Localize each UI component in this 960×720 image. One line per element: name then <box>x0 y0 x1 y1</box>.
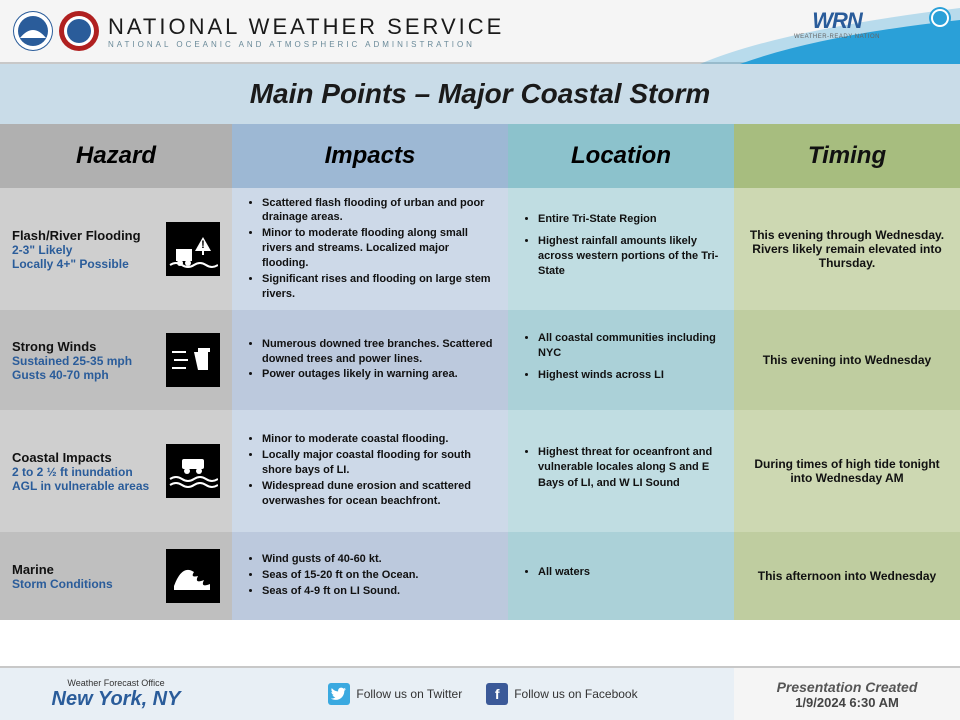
twitter-label: Follow us on Twitter <box>356 687 462 701</box>
hazard-detail: Sustained 25-35 mphGusts 40-70 mph <box>12 354 158 382</box>
impacts-cell: Minor to moderate coastal flooding.Local… <box>232 410 508 532</box>
svg-text:!: ! <box>201 239 205 251</box>
location-cell: All coastal communities including NYC Hig… <box>508 310 734 410</box>
hazard-name: Coastal Impacts <box>12 450 158 465</box>
impacts-cell: Numerous downed tree branches. Scattered… <box>232 310 508 410</box>
timing-cell: During times of high tide tonight into W… <box>734 410 960 532</box>
nws-logo-icon <box>58 10 100 52</box>
location-item: Highest rainfall amounts likely across w… <box>538 234 722 280</box>
impact-item: Scattered flash flooding of urban and po… <box>262 196 496 226</box>
footer-social: Follow us on Twitter f Follow us on Face… <box>232 683 734 705</box>
location-item: All coastal communities including NYC <box>538 331 722 362</box>
timing-cell: This afternoon into Wednesday <box>734 532 960 620</box>
slide-title: Main Points – Major Coastal Storm <box>0 78 960 110</box>
office-label: Weather Forecast Office <box>0 678 232 688</box>
location-item: Highest threat for oceanfront and vulner… <box>538 445 722 491</box>
hazard-icon: ! <box>166 222 220 276</box>
page-header: NATIONAL WEATHER SERVICE NATIONAL OCEANI… <box>0 0 960 64</box>
impact-item: Widespread dune erosion and scattered ov… <box>262 479 496 509</box>
col-header-hazard: Hazard <box>0 124 232 188</box>
hazard-cell: Marine Storm Conditions <box>0 532 232 620</box>
hazard-cell: Strong Winds Sustained 25-35 mphGusts 40… <box>0 310 232 410</box>
agency-title: NATIONAL WEATHER SERVICE <box>108 14 504 40</box>
hazard-detail: 2-3" LikelyLocally 4+" Possible <box>12 243 158 271</box>
hazard-name: Flash/River Flooding <box>12 228 158 243</box>
location-cell: All waters <box>508 532 734 620</box>
impact-item: Seas of 15-20 ft on the Ocean. <box>262 568 496 583</box>
page-footer: Weather Forecast Office New York, NY Fol… <box>0 666 960 720</box>
location-cell: Entire Tri-State Region Highest rainfall … <box>508 188 734 310</box>
impacts-cell: Scattered flash flooding of urban and po… <box>232 188 508 310</box>
hazard-name: Strong Winds <box>12 339 158 354</box>
impact-item: Wind gusts of 40-60 kt. <box>262 552 496 567</box>
impact-item: Locally major coastal flooding for south… <box>262 448 496 478</box>
agency-subtitle: NATIONAL OCEANIC AND ATMOSPHERIC ADMINIS… <box>108 40 504 49</box>
hazard-name: Marine <box>12 562 158 577</box>
twitter-icon <box>328 683 350 705</box>
timing-cell: This evening into Wednesday <box>734 310 960 410</box>
noaa-logo-icon <box>12 10 54 52</box>
hazard-cell: Flash/River Flooding 2-3" LikelyLocally … <box>0 188 232 310</box>
col-header-impacts: Impacts <box>232 124 508 188</box>
impact-item: Minor to moderate flooding along small r… <box>262 226 496 271</box>
impact-item: Numerous downed tree branches. Scattered… <box>262 337 496 367</box>
presentation-timestamp: 1/9/2024 6:30 AM <box>734 695 960 710</box>
table-row: Coastal Impacts 2 to 2 ½ ft inundation A… <box>0 410 960 532</box>
col-header-timing: Timing <box>734 124 960 188</box>
twitter-link[interactable]: Follow us on Twitter <box>328 683 462 705</box>
table-row: Strong Winds Sustained 25-35 mphGusts 40… <box>0 310 960 410</box>
footer-timestamp: Presentation Created 1/9/2024 6:30 AM <box>734 668 960 720</box>
facebook-icon: f <box>486 683 508 705</box>
impacts-cell: Wind gusts of 40-60 kt.Seas of 15-20 ft … <box>232 532 508 620</box>
table-header-row: Hazard Impacts Location Timing <box>0 124 960 188</box>
hazard-detail: 2 to 2 ½ ft inundation AGL in vulnerable… <box>12 465 158 493</box>
hazard-icon <box>166 549 220 603</box>
location-item: Entire Tri-State Region <box>538 212 722 227</box>
impact-item: Significant rises and flooding on large … <box>262 272 496 302</box>
location-item: All waters <box>538 565 722 580</box>
table-row: Flash/River Flooding 2-3" LikelyLocally … <box>0 188 960 310</box>
impact-item: Seas of 4-9 ft on LI Sound. <box>262 584 496 599</box>
col-header-location: Location <box>508 124 734 188</box>
presentation-label: Presentation Created <box>734 679 960 695</box>
impact-item: Power outages likely in warning area. <box>262 367 496 382</box>
office-location: New York, NY <box>0 688 232 711</box>
hazard-icon <box>166 333 220 387</box>
hazard-icon <box>166 444 220 498</box>
impact-item: Minor to moderate coastal flooding. <box>262 432 496 447</box>
hazard-cell: Coastal Impacts 2 to 2 ½ ft inundation A… <box>0 410 232 532</box>
location-item: Highest winds across LI <box>538 368 722 383</box>
slide-title-bar: Main Points – Major Coastal Storm <box>0 64 960 124</box>
facebook-label: Follow us on Facebook <box>514 687 637 701</box>
agency-logos <box>12 10 100 52</box>
footer-office: Weather Forecast Office New York, NY <box>0 678 232 711</box>
hazard-detail: Storm Conditions <box>12 577 158 591</box>
wrn-logo: WRN WEATHER-READY NATION <box>794 8 880 40</box>
header-title-block: NATIONAL WEATHER SERVICE NATIONAL OCEANI… <box>108 14 504 49</box>
facebook-link[interactable]: f Follow us on Facebook <box>486 683 637 705</box>
location-cell: Highest threat for oceanfront and vulner… <box>508 410 734 532</box>
table-row: Marine Storm Conditions Wind gusts of 40… <box>0 532 960 620</box>
timing-cell: This evening through Wednesday. Rivers l… <box>734 188 960 310</box>
hazard-table: Hazard Impacts Location Timing Flash/Riv… <box>0 124 960 620</box>
